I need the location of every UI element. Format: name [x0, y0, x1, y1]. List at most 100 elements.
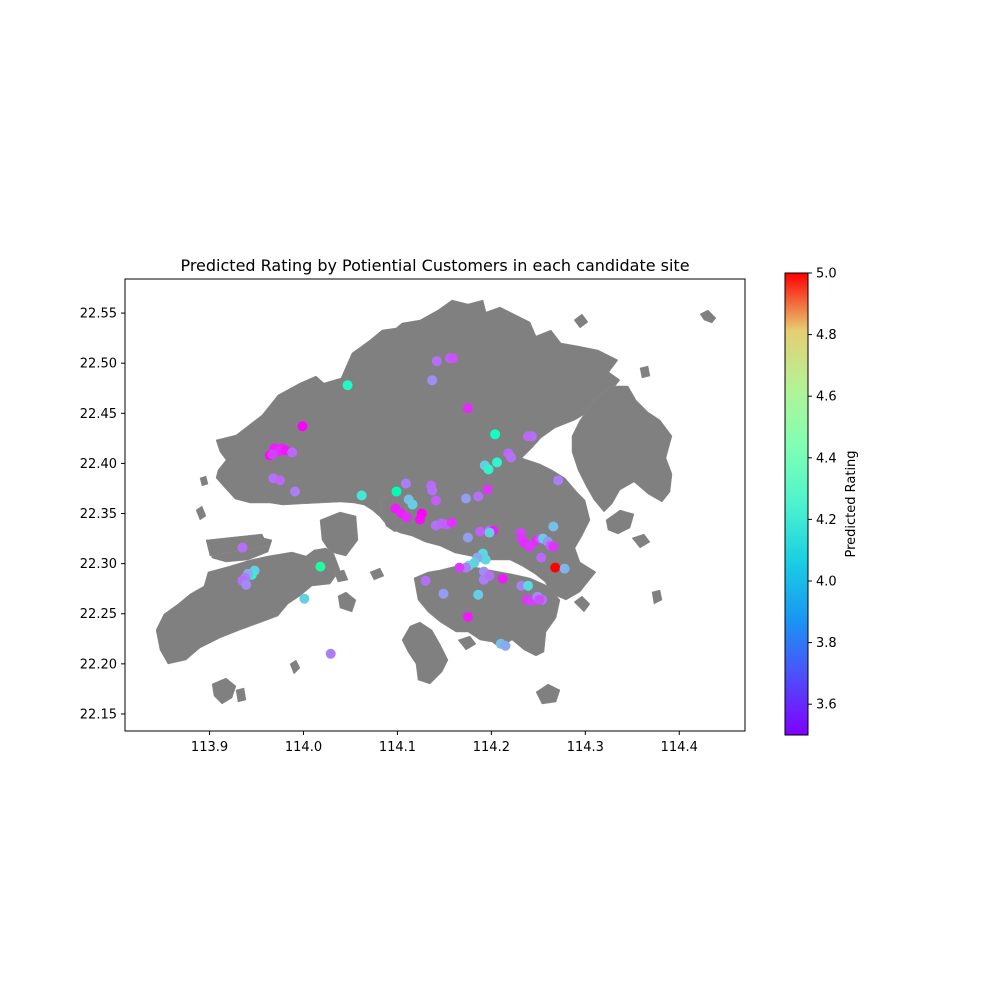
map-airport — [205, 533, 269, 557]
data-point — [400, 478, 411, 489]
data-point — [290, 486, 300, 497]
data-point — [473, 491, 484, 502]
data-point — [287, 447, 298, 458]
data-point — [548, 521, 559, 532]
data-point — [462, 611, 473, 622]
y-tick-label: 22.20 — [80, 657, 117, 672]
data-point — [482, 484, 493, 495]
colorbar-tick-label: 4.8 — [816, 328, 837, 343]
data-point — [490, 429, 501, 440]
data-point — [267, 449, 278, 460]
colorbar-tick-label: 3.8 — [816, 636, 837, 651]
x-tick-label: 114.3 — [567, 740, 604, 755]
plot-frame — [124, 278, 746, 732]
map-po-toi — [535, 683, 561, 705]
colorbar-tick-label: 4.6 — [816, 390, 837, 405]
map-tung-lung — [573, 595, 591, 613]
map-sai-kung-east — [605, 509, 635, 535]
colorbar-tick-label: 4.0 — [816, 575, 837, 590]
colorbar-tick-label: 3.6 — [816, 698, 837, 713]
data-point — [473, 589, 484, 600]
map-peng-chau — [337, 591, 357, 613]
map-lantau — [155, 547, 341, 665]
colorbar-tick-label: 5.0 — [816, 267, 837, 282]
data-point — [299, 593, 310, 604]
x-tick-label: 114.2 — [473, 740, 510, 755]
hong-kong-map — [155, 299, 717, 705]
data-point — [447, 353, 458, 364]
chart-title: Predicted Rating by Potiential Customers… — [180, 256, 689, 275]
data-point — [523, 431, 533, 442]
y-tick-label: 22.45 — [80, 407, 117, 422]
colorbar-label: Predicted Rating — [844, 450, 859, 557]
data-point — [430, 495, 441, 506]
data-point — [506, 452, 517, 463]
data-point — [550, 562, 561, 573]
map-east-islets — [631, 533, 651, 549]
y-tick-label: 22.40 — [80, 457, 117, 472]
data-point — [325, 648, 336, 659]
data-point — [500, 640, 511, 651]
data-point — [275, 475, 285, 486]
y-tick-label: 22.55 — [80, 307, 117, 322]
x-axis: 113.9 114.0 114.1 114.2 114.3 114.4 — [191, 731, 698, 755]
map-grass-island — [639, 365, 651, 379]
data-point — [391, 486, 402, 497]
scatter-points — [237, 353, 570, 659]
data-point — [536, 552, 547, 563]
data-point — [480, 554, 491, 565]
data-point — [401, 512, 412, 523]
data-point — [315, 561, 326, 572]
map-ma-wan — [319, 511, 359, 557]
data-point — [534, 594, 545, 605]
data-point — [483, 464, 494, 475]
data-point — [427, 375, 438, 386]
data-point — [462, 403, 473, 414]
y-axis: 22.15 22.20 22.25 22.30 22.35 22.40 22.45 22.50… — [80, 307, 125, 722]
data-point — [524, 541, 535, 552]
map-north-islets — [573, 313, 589, 329]
colorbar-tick-label: 4.4 — [816, 451, 837, 466]
data-point — [237, 542, 248, 553]
data-point — [548, 541, 559, 552]
data-point — [461, 493, 471, 504]
colorbar-ticks: 3.6 3.8 4.0 4.2 4.4 4.6 4.8 5.0 — [808, 267, 837, 713]
map-cheung-chau — [289, 659, 301, 675]
map-lamma — [401, 621, 449, 685]
data-point — [342, 380, 353, 391]
data-point — [431, 356, 442, 367]
data-point — [484, 570, 495, 581]
colorbar-gradient — [784, 272, 809, 736]
data-point — [438, 588, 449, 599]
data-point — [523, 580, 533, 591]
data-point — [484, 527, 495, 538]
x-tick-label: 114.4 — [661, 740, 698, 755]
map-chek-keng — [651, 589, 663, 605]
data-point — [420, 575, 431, 586]
data-point — [553, 475, 564, 486]
map-lung-kwu — [199, 475, 209, 487]
data-point — [241, 579, 252, 590]
y-tick-label: 22.25 — [80, 607, 117, 622]
data-point — [356, 490, 367, 501]
map-tsing-chau — [333, 569, 349, 583]
map-kau-yi — [369, 567, 385, 581]
data-point — [415, 514, 425, 525]
map-sai-kung — [571, 385, 673, 513]
x-tick-label: 113.9 — [191, 740, 228, 755]
data-point — [454, 562, 465, 573]
data-point — [446, 517, 457, 528]
map-new-territories — [215, 299, 621, 601]
map-south-islets — [211, 677, 237, 705]
map-soko — [195, 505, 207, 521]
y-tick-label: 22.50 — [80, 357, 117, 372]
map-sw-islets — [235, 687, 247, 703]
map-ap-lei — [457, 635, 477, 651]
map-ping-chau — [699, 309, 717, 324]
data-point — [407, 499, 418, 510]
data-point — [492, 457, 502, 468]
colorbar-tick-label: 4.2 — [816, 513, 837, 528]
data-point — [462, 532, 473, 543]
y-tick-label: 22.35 — [80, 507, 117, 522]
x-tick-label: 114.1 — [379, 740, 416, 755]
